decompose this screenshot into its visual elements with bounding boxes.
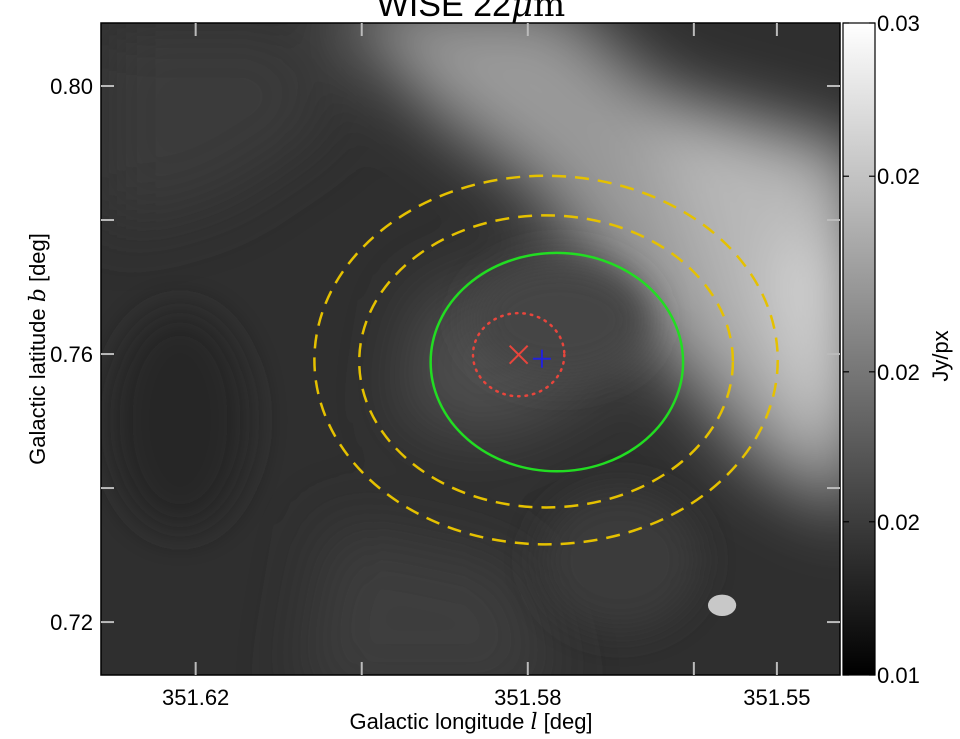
plot-frame [100,22,841,676]
colorbar-tick-label-0: 0.03 [877,11,920,36]
overlay-layer [313,174,779,617]
tick-marks [101,23,840,675]
y-tick-label-0: 0.80 [50,74,93,99]
overlay-fit-ellipse [429,251,685,473]
overlay-source-aperture [471,311,566,398]
colorbar-tick-label-2: 0.02 [877,360,920,385]
tick-labels: 351.62 351.58 351.55 0.80 0.76 0.72 [50,74,810,710]
overlay-beam [707,594,737,617]
overlay-inner-background-annulus [357,214,735,509]
marker-catalog-position [508,344,529,365]
x-tick-label-0: 351.62 [162,685,229,710]
x-axis-label: Galactic longitude l [deg] [349,709,592,735]
y-axis-label: Galactic latitude b [deg] [25,233,51,465]
y-tick-label-1: 0.76 [50,342,93,367]
overlay-outer-background-annulus [313,174,779,546]
marker-stroke [508,344,529,365]
colorbar-label: Jy/px [928,330,953,381]
colorbar-tick-label-3: 0.02 [877,510,920,535]
colorbar-tick-label-4: 0.01 [877,663,920,688]
colorbar-tick-label-1: 0.02 [877,164,920,189]
y-tick-label-2: 0.72 [50,610,93,635]
emission-map [101,23,840,675]
colorbar-ticks: 0.03 0.02 0.02 0.02 0.01 [843,11,920,688]
marker-peak-position [532,349,551,368]
x-tick-label-1: 351.58 [494,685,561,710]
colorbar [842,22,876,676]
x-tick-label-2: 351.55 [743,685,810,710]
plot-title: WISE 22μm [377,0,566,25]
